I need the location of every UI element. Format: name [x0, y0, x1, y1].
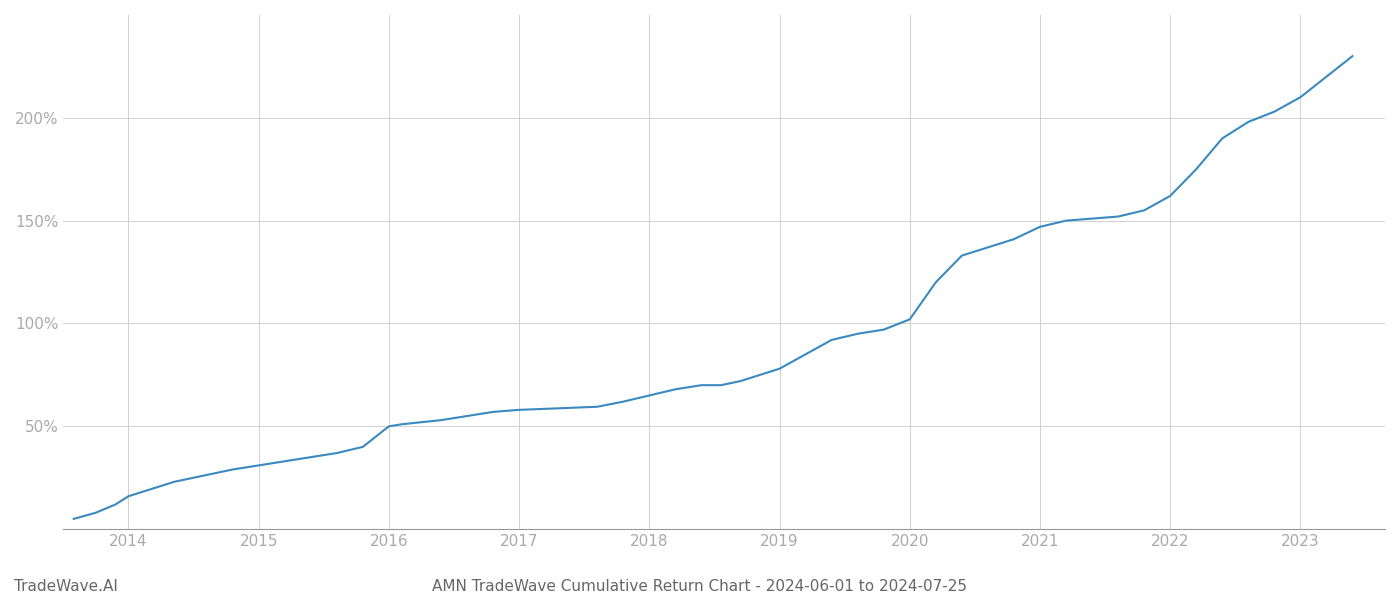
Text: TradeWave.AI: TradeWave.AI — [14, 579, 118, 594]
Text: AMN TradeWave Cumulative Return Chart - 2024-06-01 to 2024-07-25: AMN TradeWave Cumulative Return Chart - … — [433, 579, 967, 594]
